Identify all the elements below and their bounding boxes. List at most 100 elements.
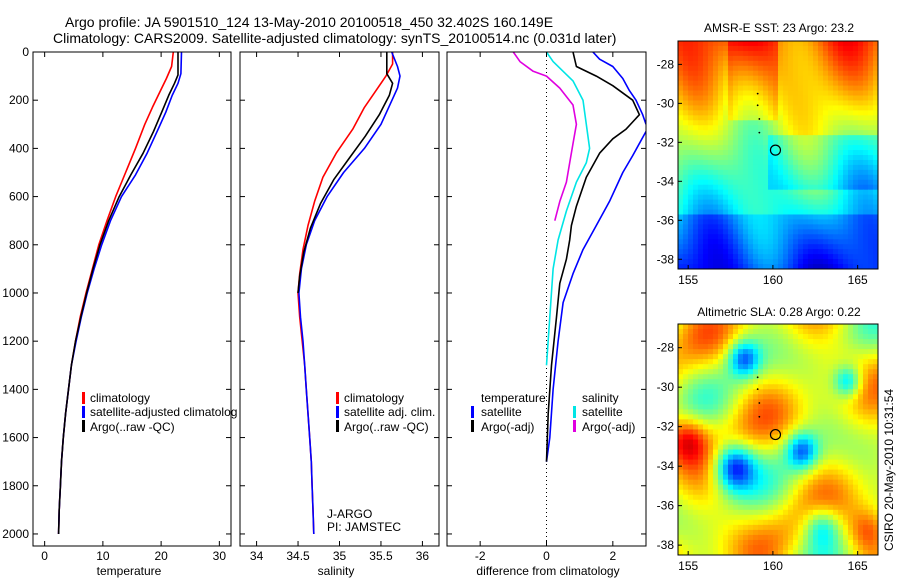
heatmap-cell xyxy=(708,189,714,196)
heatmap-cell xyxy=(808,110,814,116)
heatmap-cell xyxy=(843,429,849,436)
heatmap-cell xyxy=(848,194,854,201)
heatmap-cell xyxy=(763,359,769,365)
heatmap-cell xyxy=(863,80,869,87)
heatmap-cell xyxy=(743,150,749,156)
heatmap-cell xyxy=(833,249,839,255)
heatmap-cell xyxy=(678,125,684,131)
heatmap-cell xyxy=(783,499,789,506)
heatmap-cell xyxy=(683,459,689,466)
heatmap-cell xyxy=(818,339,824,345)
heatmap-cell xyxy=(853,229,859,235)
heatmap-cell xyxy=(718,105,724,111)
heatmap-cell xyxy=(828,115,834,121)
heatmap-cell xyxy=(683,469,689,476)
heatmap-cell xyxy=(708,209,714,216)
heatmap-cell xyxy=(758,419,764,426)
heatmap-cell xyxy=(848,414,854,421)
heatmap-cell xyxy=(823,179,829,186)
heatmap-cell xyxy=(868,135,874,141)
heatmap-cell xyxy=(818,379,824,385)
heatmap-cell xyxy=(743,55,749,62)
heatmap-cell xyxy=(698,489,704,496)
heatmap-cell xyxy=(753,439,759,446)
heatmap-cell xyxy=(693,424,699,431)
heatmap-cell xyxy=(853,150,859,156)
heatmap-cell xyxy=(833,75,839,82)
heatmap-cell xyxy=(818,409,824,415)
heatmap-cell xyxy=(743,75,749,82)
heatmap-cell xyxy=(793,224,799,230)
heatmap-cell xyxy=(713,524,719,531)
heatmap-cell xyxy=(768,115,774,121)
heatmap-cell xyxy=(773,50,779,57)
heatmap-cell xyxy=(848,244,854,250)
heatmap-cell xyxy=(773,41,779,47)
heatmap-cell xyxy=(863,239,869,245)
heatmap-cell xyxy=(688,499,694,506)
heatmap-cell xyxy=(793,204,799,211)
heatmap-cell xyxy=(678,189,684,196)
heatmap-cell xyxy=(738,464,744,471)
heatmap-cell xyxy=(848,100,854,107)
heatmap-cell xyxy=(783,389,789,395)
heatmap-cell xyxy=(783,95,789,102)
heatmap-cell xyxy=(718,120,724,126)
heatmap-cell xyxy=(838,464,844,471)
heatmap-cell xyxy=(863,150,869,156)
heatmap-cell xyxy=(728,45,734,52)
heatmap-cell xyxy=(788,449,794,456)
heatmap-cell xyxy=(748,419,754,426)
heatmap-cell xyxy=(698,234,704,240)
heatmap-cell xyxy=(763,130,769,136)
heatmap-cell xyxy=(698,364,704,370)
heatmap-cell xyxy=(728,150,734,156)
heatmap-cell xyxy=(778,130,784,136)
heatmap-cell xyxy=(723,85,729,92)
heatmap-cell xyxy=(788,184,794,191)
heatmap-cell xyxy=(778,484,784,491)
heatmap-cell xyxy=(753,479,759,486)
heatmap-cell xyxy=(823,534,829,541)
heatmap-cell xyxy=(733,384,739,390)
heatmap-cell xyxy=(828,479,834,486)
heatmap-cell xyxy=(803,150,809,156)
heatmap-cell xyxy=(738,369,744,375)
heatmap-cell xyxy=(738,389,744,395)
heatmap-cell xyxy=(793,454,799,461)
heatmap-cell xyxy=(853,414,859,421)
heatmap-cell xyxy=(758,65,764,72)
heatmap-cell xyxy=(758,459,764,466)
heatmap-cell xyxy=(818,359,824,365)
heatmap-cell xyxy=(693,204,699,211)
heatmap-cell xyxy=(698,514,704,521)
heatmap-cell xyxy=(793,369,799,375)
heatmap-cell xyxy=(793,354,799,360)
heatmap-cell xyxy=(743,130,749,136)
heatmap-cell xyxy=(873,459,878,466)
heatmap-cell xyxy=(748,95,754,102)
heatmap-cell xyxy=(698,115,704,121)
heatmap-cell xyxy=(688,434,694,441)
heatmap-cell xyxy=(873,324,878,330)
heatmap-cell xyxy=(813,75,819,82)
heatmap-cell xyxy=(813,115,819,121)
heatmap-cell xyxy=(793,234,799,240)
heatmap-cell xyxy=(818,90,824,97)
heatmap-cell xyxy=(773,234,779,240)
heatmap-cell xyxy=(693,454,699,461)
heatmap-cell xyxy=(708,140,714,146)
heatmap-cell xyxy=(678,409,684,415)
heatmap-cell xyxy=(683,179,689,186)
heatmap-cell xyxy=(818,489,824,496)
heatmap-cell xyxy=(693,394,699,400)
heatmap-cell xyxy=(743,529,749,536)
heatmap-cell xyxy=(713,419,719,426)
heatmap-cell xyxy=(763,549,769,555)
heatmap-cell xyxy=(793,379,799,385)
heatmap-cell xyxy=(808,444,814,451)
heatmap-cell xyxy=(873,504,878,511)
heatmap-cell xyxy=(828,349,834,355)
heatmap-cell xyxy=(773,229,779,235)
heatmap-cell xyxy=(868,45,874,52)
